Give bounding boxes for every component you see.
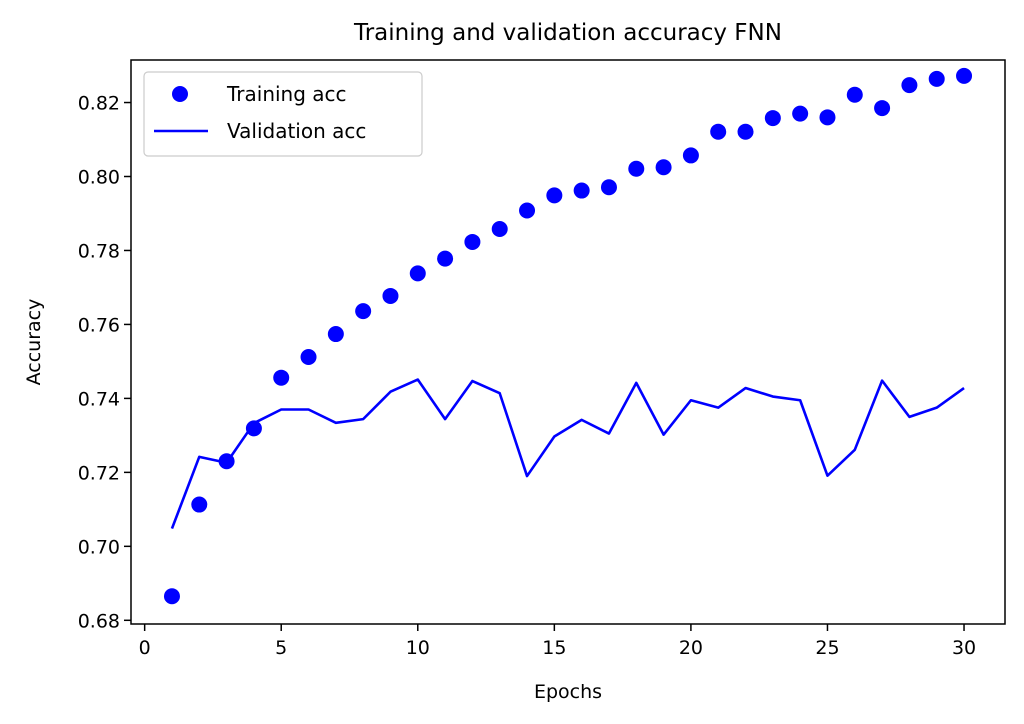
training-acc-point <box>546 187 563 204</box>
validation-acc-line <box>170 378 965 530</box>
training-acc-point <box>464 233 481 250</box>
y-tick-label: 0.76 <box>78 314 120 336</box>
x-tick-label: 10 <box>406 637 430 659</box>
y-tick-label: 0.80 <box>78 166 120 188</box>
training-acc-point <box>792 105 809 122</box>
training-acc-point <box>737 123 754 140</box>
training-acc-point <box>409 265 426 282</box>
training-acc-point <box>819 109 836 126</box>
y-tick-label: 0.68 <box>78 610 120 632</box>
y-tick-label: 0.78 <box>78 240 120 262</box>
x-tick-label: 30 <box>952 637 976 659</box>
training-acc-point <box>382 287 399 304</box>
x-axis: 0 5 10 15 20 25 30 <box>139 624 976 659</box>
training-acc-point <box>956 67 973 84</box>
plot-marks <box>163 67 973 605</box>
training-acc-point <box>300 348 317 365</box>
legend-box <box>143 71 423 157</box>
training-acc-point <box>928 70 945 87</box>
training-acc-point <box>519 202 536 219</box>
training-acc-point <box>573 182 590 199</box>
training-acc-point <box>846 86 863 103</box>
y-tick-label: 0.70 <box>78 536 120 558</box>
training-acc-point <box>355 303 372 320</box>
training-acc-point <box>764 110 781 127</box>
training-acc-point <box>901 77 918 94</box>
training-acc-point <box>874 100 891 117</box>
x-axis-label: Epochs <box>534 681 602 703</box>
x-tick-label: 15 <box>542 637 566 659</box>
x-tick-label: 0 <box>139 637 151 659</box>
training-acc-point <box>245 420 262 437</box>
y-tick-label: 0.74 <box>78 388 120 410</box>
y-axis-label: Accuracy <box>23 299 45 386</box>
training-acc-point <box>710 123 727 140</box>
legend-label-validation: Validation acc <box>227 119 366 143</box>
training-acc-point <box>273 369 290 386</box>
x-tick-label: 25 <box>815 637 839 659</box>
training-acc-point <box>437 250 454 267</box>
training-acc-point <box>655 159 672 176</box>
training-acc-point <box>600 179 617 196</box>
legend-label-training: Training acc <box>226 82 347 106</box>
y-tick-label: 0.72 <box>78 462 120 484</box>
training-acc-point <box>682 147 699 164</box>
legend: Training acc Validation acc <box>143 71 423 157</box>
x-tick-label: 20 <box>679 637 703 659</box>
training-acc-point <box>191 496 208 513</box>
training-acc-point <box>628 160 645 177</box>
training-acc-point <box>163 588 180 605</box>
y-axis: 0.68 0.70 0.72 0.74 0.76 0.78 0.80 0.82 <box>78 93 131 632</box>
y-tick-label: 0.82 <box>78 93 120 115</box>
training-acc-point <box>491 221 508 238</box>
plot-frame <box>130 59 1006 625</box>
chart-title: Training and validation accuracy FNN <box>353 20 782 46</box>
x-tick-label: 5 <box>275 637 287 659</box>
training-acc-point <box>327 326 344 343</box>
legend-marker-training <box>172 86 188 102</box>
